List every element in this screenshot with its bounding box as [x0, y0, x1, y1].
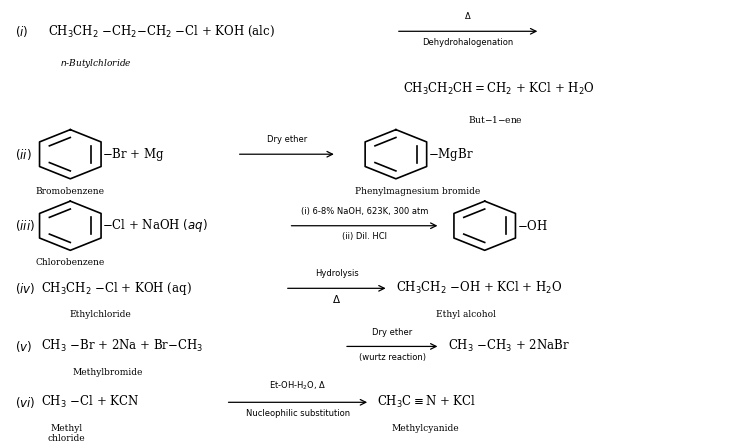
- Text: (i) 6-8% NaOH, 623K, 300 atm: (i) 6-8% NaOH, 623K, 300 atm: [300, 207, 428, 216]
- Text: $-$Br + Mg: $-$Br + Mg: [102, 146, 165, 163]
- Text: $(i)$: $(i)$: [15, 24, 28, 39]
- Text: CH$_3$ $-$CH$_3$ + 2NaBr: CH$_3$ $-$CH$_3$ + 2NaBr: [448, 338, 570, 354]
- Text: $(iv)$: $(iv)$: [15, 281, 36, 296]
- Text: $-$Cl + NaOH $(aq)$: $-$Cl + NaOH $(aq)$: [102, 217, 208, 234]
- Text: Dry ether: Dry ether: [266, 135, 307, 144]
- Text: CH$_3$CH$_2$ $-$OH + KCl + H$_2$O: CH$_3$CH$_2$ $-$OH + KCl + H$_2$O: [396, 280, 562, 296]
- Text: Et-OH-H$_2$O, Δ: Et-OH-H$_2$O, Δ: [269, 380, 326, 392]
- Text: $n$-Butylchloride: $n$-Butylchloride: [61, 57, 132, 70]
- Text: But$-$1$-$ene: But$-$1$-$ene: [468, 114, 523, 125]
- Text: Δ: Δ: [465, 13, 471, 21]
- Text: $(iii)$: $(iii)$: [15, 218, 35, 233]
- Text: Ethyl alcohol: Ethyl alcohol: [437, 310, 496, 319]
- Text: $(v)$: $(v)$: [15, 339, 32, 354]
- Text: (wurtz reaction): (wurtz reaction): [359, 353, 425, 362]
- Text: $(vi)$: $(vi)$: [15, 395, 36, 410]
- Text: Dry ether: Dry ether: [372, 328, 412, 337]
- Text: CH$_3$C$\equiv$N + KCl: CH$_3$C$\equiv$N + KCl: [377, 394, 477, 410]
- Text: Dehydrohalogenation: Dehydrohalogenation: [423, 38, 514, 47]
- Text: CH$_3$ $-$Cl + KCN: CH$_3$ $-$Cl + KCN: [41, 394, 139, 410]
- Text: Phenylmagnesium bromide: Phenylmagnesium bromide: [355, 187, 481, 196]
- Text: $(ii)$: $(ii)$: [15, 147, 32, 162]
- Text: Bromobenzene: Bromobenzene: [36, 187, 105, 196]
- Text: CH$_3$ $-$Br + 2Na + Br$-$CH$_3$: CH$_3$ $-$Br + 2Na + Br$-$CH$_3$: [41, 338, 203, 354]
- Text: Ethylchloride: Ethylchloride: [69, 310, 131, 319]
- Text: Hydrolysis: Hydrolysis: [314, 270, 359, 278]
- Text: Methyl
chloride: Methyl chloride: [48, 424, 85, 443]
- Text: (ii) Dil. HCl: (ii) Dil. HCl: [342, 232, 387, 241]
- Text: $-$MgBr: $-$MgBr: [428, 146, 474, 163]
- Text: CH$_3$CH$_2$ $-$Cl + KOH (aq): CH$_3$CH$_2$ $-$Cl + KOH (aq): [41, 280, 192, 297]
- Text: Nucleophilic substitution: Nucleophilic substitution: [246, 409, 350, 418]
- Text: Methylbromide: Methylbromide: [72, 368, 143, 377]
- Text: Δ: Δ: [333, 295, 340, 305]
- Text: CH$_3$CH$_2$ $-$CH$_2$$-$CH$_2$ $-$Cl + KOH (alc): CH$_3$CH$_2$ $-$CH$_2$$-$CH$_2$ $-$Cl + …: [48, 24, 275, 39]
- Text: Methylcyanide: Methylcyanide: [391, 424, 460, 433]
- Text: Chlorobenzene: Chlorobenzene: [36, 258, 105, 267]
- Text: CH$_3$CH$_2$CH$=$CH$_2$ + KCl + H$_2$O: CH$_3$CH$_2$CH$=$CH$_2$ + KCl + H$_2$O: [403, 81, 595, 97]
- Text: $-$OH: $-$OH: [517, 219, 548, 233]
